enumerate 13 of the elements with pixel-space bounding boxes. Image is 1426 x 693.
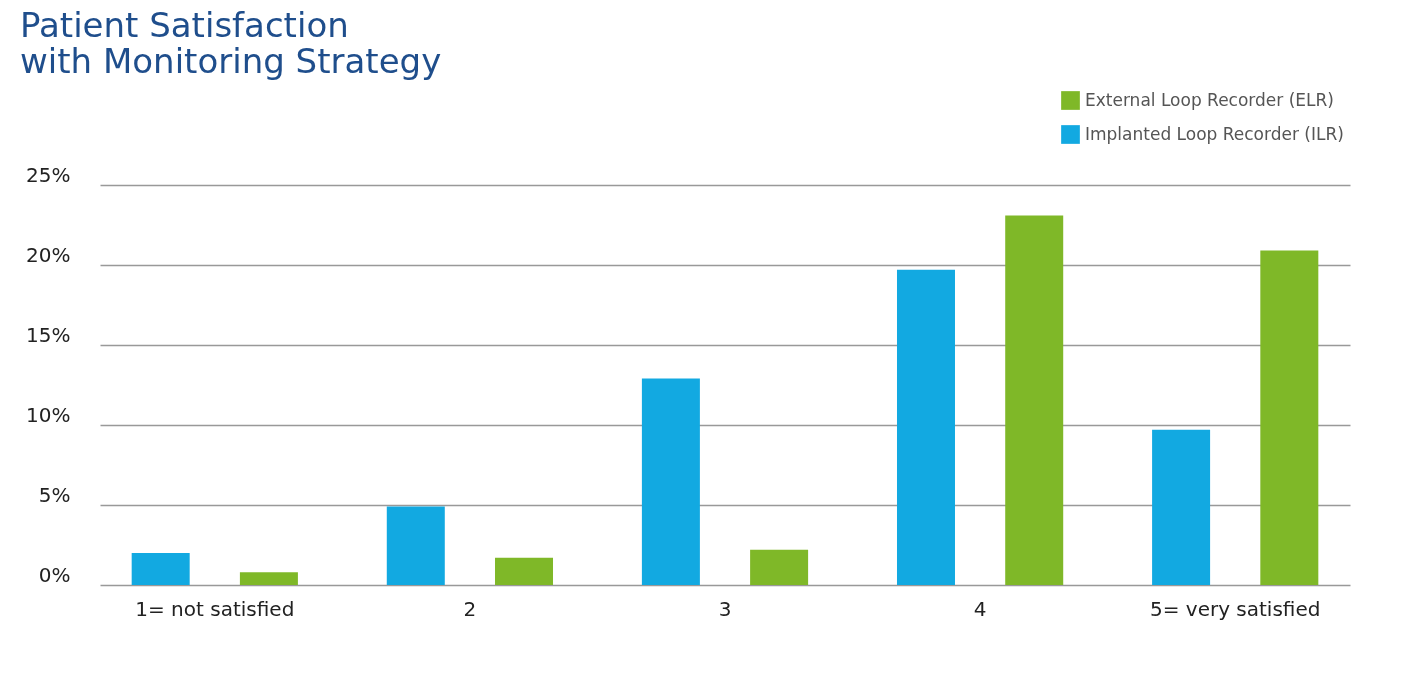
- x-tick-label: 3: [718, 596, 732, 621]
- legend-label: Implanted Loop Recorder (ILR): [1085, 123, 1344, 144]
- y-tick-label: 20%: [26, 242, 71, 267]
- legend-label: External Loop Recorder (ELR): [1085, 89, 1334, 110]
- y-tick-label: 15%: [26, 322, 71, 347]
- y-tick-label: 0%: [38, 562, 71, 587]
- x-tick-label: 2: [463, 596, 477, 621]
- x-tick-label: 5= very satisfied: [1149, 596, 1321, 621]
- y-tick-label: 10%: [26, 402, 71, 427]
- y-tick-label: 25%: [26, 162, 71, 187]
- x-tick-label: 4: [973, 596, 987, 621]
- x-tick-label: 1= not satisfied: [135, 596, 295, 621]
- y-tick-label: 5%: [38, 482, 71, 507]
